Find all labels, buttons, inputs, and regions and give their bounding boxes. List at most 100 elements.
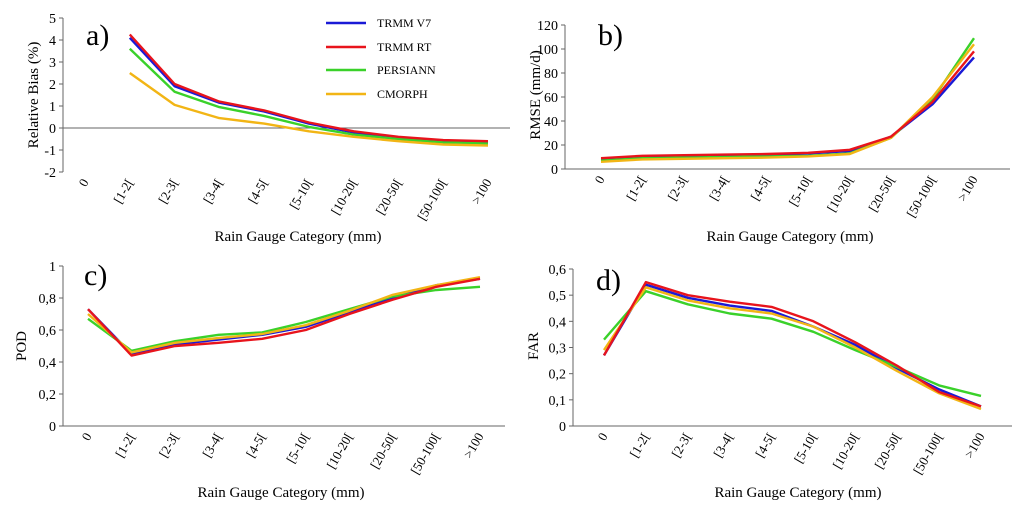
x-tick-label: [50-100[ — [910, 430, 946, 477]
series-line-trmm-rt — [600, 50, 975, 160]
series-line-persiann — [603, 290, 982, 398]
y-tick-label: 0,8 — [39, 292, 57, 307]
x-tick-label: [50-100[ — [903, 173, 939, 220]
panel-d-label: d) — [596, 264, 621, 297]
series-line-cmorph — [87, 276, 481, 354]
series-line-persiann — [128, 47, 489, 145]
y-tick-label: 1 — [49, 260, 56, 275]
series-line-cmorph — [129, 72, 489, 147]
y-tick-label: 0 — [559, 420, 566, 435]
y-tick-label: 0,6 — [549, 263, 567, 278]
panel-b-xlabel: Rain Gauge Category (mm) — [706, 229, 873, 245]
x-tick-label: [2-3[ — [664, 173, 690, 203]
x-tick-label: [5-10[ — [791, 430, 820, 466]
x-tick-label: [3-4[ — [706, 173, 732, 203]
x-tick-label: >100 — [468, 176, 494, 207]
panel-c-label: c) — [84, 259, 107, 292]
x-tick-label: 0 — [591, 173, 607, 186]
panel-a: a) Relative Bias (%) Rain Gauge Category… — [26, 12, 510, 245]
y-tick-label: 1 — [49, 100, 56, 115]
panel-c: c) POD Rain Gauge Category (mm) 0 0,2 0,4 0… — [14, 259, 505, 501]
x-tick-label: [5-10[ — [283, 430, 312, 466]
x-tick-label: [1-2[ — [112, 430, 138, 460]
x-tick-label: >100 — [954, 173, 980, 204]
x-tick-label: [20-50[ — [373, 176, 405, 217]
x-tick-label: [1-2[ — [623, 173, 649, 203]
x-tick-label: [2-3[ — [155, 176, 181, 206]
y-tick-label: 120 — [537, 19, 558, 34]
y-tick-label: 0 — [49, 122, 56, 137]
series-line-trmm-rt — [602, 280, 982, 408]
x-tick-label: [1-2[ — [626, 430, 652, 460]
x-tick-label: 0 — [75, 176, 91, 189]
x-tick-label: [20-50[ — [367, 430, 399, 471]
series-line-persiann — [87, 285, 481, 352]
y-tick-label: 0,2 — [549, 368, 567, 383]
x-tick-label: [3-4[ — [200, 176, 226, 206]
x-tick-label: [2-3[ — [668, 430, 694, 460]
panel-a-ylabel: Relative Bias (%) — [26, 42, 42, 149]
x-tick-label: >100 — [460, 430, 486, 461]
panel-a-label: a) — [86, 19, 109, 52]
y-tick-label: 3 — [49, 56, 56, 71]
x-tick-label: [10-20[ — [328, 176, 360, 217]
series-line-persiann — [600, 37, 975, 162]
legend: TRMM V7 TRMM RT PERSIANN CMORPH — [326, 16, 436, 101]
x-tick-label: [1-2[ — [110, 176, 136, 206]
panel-d: d) FAR Rain Gauge Category (mm) 0 0,1 0,2 0… — [526, 263, 1012, 501]
x-tick-label: [4-5[ — [747, 173, 773, 203]
y-tick-label: 2 — [49, 78, 56, 93]
x-tick-label: [20-50[ — [865, 173, 897, 214]
x-tick-label: >100 — [961, 430, 987, 461]
x-tick-label: [2-3[ — [156, 430, 182, 460]
panel-d-xlabel: Rain Gauge Category (mm) — [714, 485, 881, 501]
y-tick-label: -2 — [44, 166, 56, 181]
series-line-cmorph — [600, 43, 975, 163]
legend-label-trmm-v7: TRMM V7 — [377, 16, 431, 30]
legend-label-cmorph: CMORPH — [377, 87, 428, 101]
y-tick-label: 0,1 — [549, 394, 567, 409]
y-tick-label: 0,6 — [39, 324, 57, 339]
x-tick-label: [20-50[ — [871, 430, 903, 471]
x-tick-label: [3-4[ — [710, 430, 736, 460]
y-tick-label: 0,4 — [39, 356, 57, 371]
panel-b: b) RMSE (mm/d) Rain Gauge Category (mm) … — [528, 19, 1010, 245]
y-tick-label: 0,5 — [549, 289, 567, 304]
panel-b-ylabel: RMSE (mm/d) — [528, 50, 544, 140]
x-tick-label: [10-20[ — [829, 430, 861, 471]
y-tick-label: 0,4 — [549, 315, 567, 330]
y-tick-label: 60 — [544, 91, 558, 106]
x-tick-label: [10-20[ — [323, 430, 355, 471]
x-tick-label: [50-100[ — [414, 176, 450, 223]
series-line-trmm-rt — [87, 277, 481, 357]
series-line-trmm-rt — [128, 33, 489, 143]
x-tick-label: [3-4[ — [199, 430, 225, 460]
panel-a-xlabel: Rain Gauge Category (mm) — [214, 229, 381, 245]
series-line-trmm-v7 — [602, 283, 982, 408]
y-tick-label: 0 — [551, 163, 558, 178]
x-tick-label: 0 — [594, 430, 610, 443]
y-tick-label: 0,3 — [549, 342, 567, 357]
panel-c-xlabel: Rain Gauge Category (mm) — [197, 485, 364, 501]
y-tick-label: 5 — [49, 12, 56, 27]
x-tick-label: [4-5[ — [752, 430, 778, 460]
y-tick-label: 20 — [544, 139, 558, 154]
y-tick-label: 100 — [537, 43, 558, 58]
x-tick-label: [5-10[ — [786, 173, 815, 209]
x-tick-label: [50-100[ — [407, 430, 443, 477]
y-tick-label: 4 — [49, 34, 56, 49]
panel-d-ylabel: FAR — [526, 332, 542, 360]
x-tick-label: [4-5[ — [243, 430, 269, 460]
x-tick-label: 0 — [78, 430, 94, 443]
series-line-cmorph — [603, 286, 982, 411]
panel-c-ylabel: POD — [14, 331, 30, 361]
series-line-trmm-v7 — [600, 56, 975, 161]
y-tick-label: 0,2 — [39, 388, 57, 403]
y-tick-label: 80 — [544, 67, 558, 82]
x-tick-label: [4-5[ — [245, 176, 271, 206]
y-tick-label: -1 — [44, 144, 56, 159]
y-tick-label: 40 — [544, 115, 558, 130]
panel-b-label: b) — [598, 19, 623, 52]
x-tick-label: [10-20[ — [824, 173, 856, 214]
